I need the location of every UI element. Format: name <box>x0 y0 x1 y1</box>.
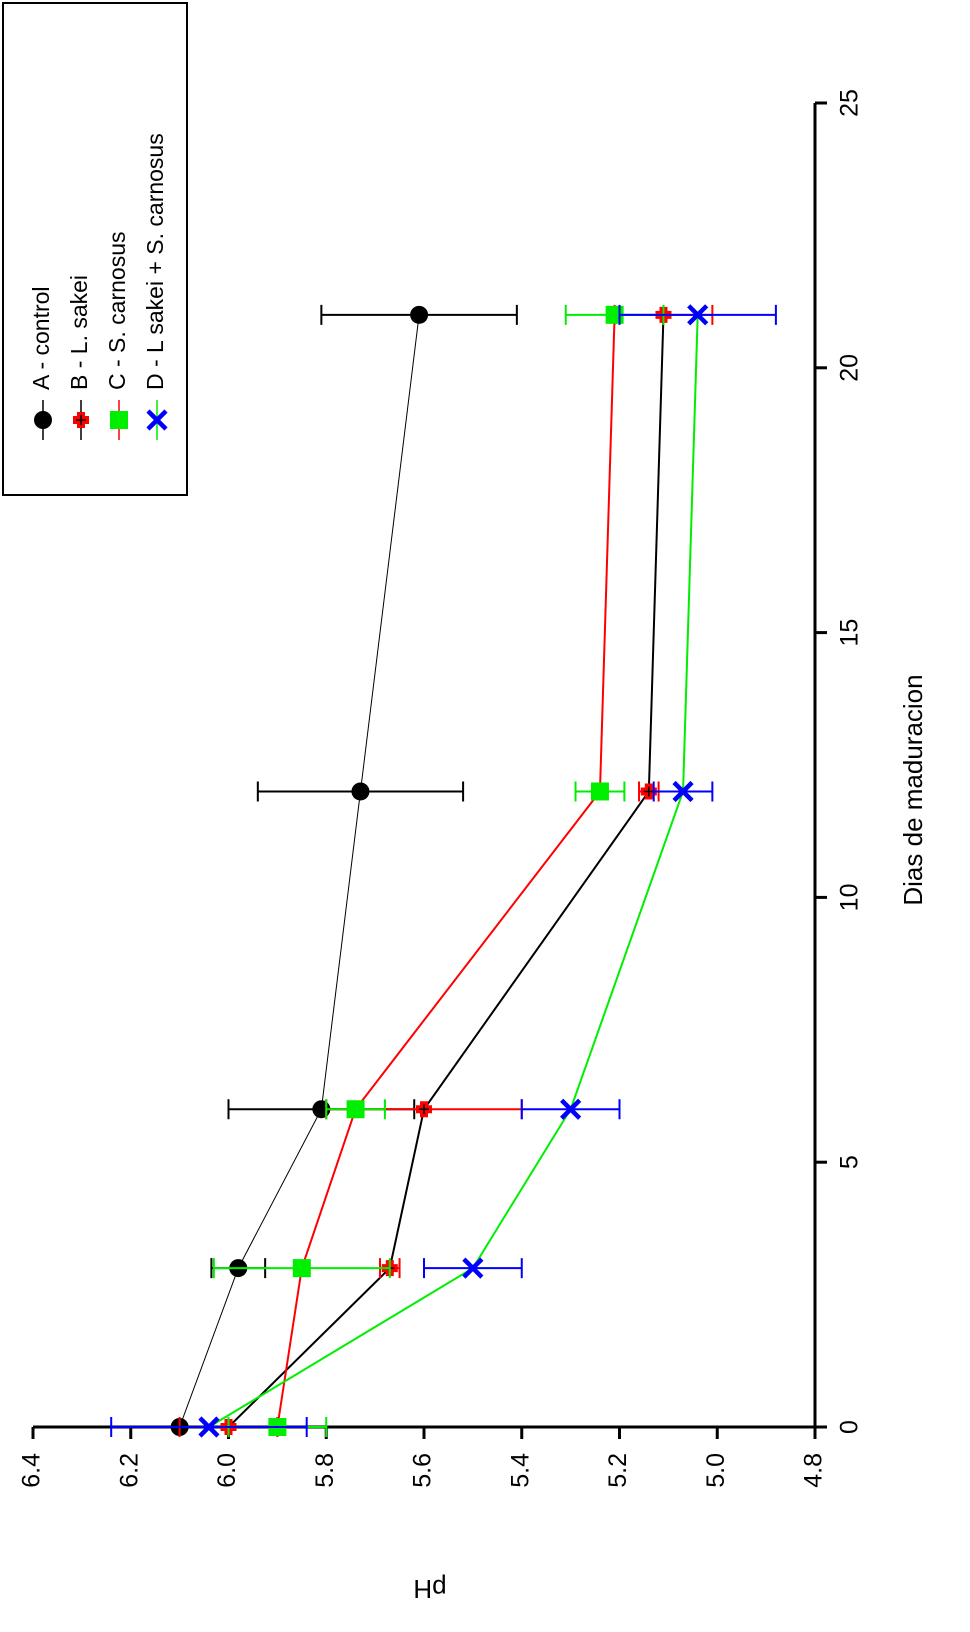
marker <box>672 780 694 803</box>
legend-label: D - L sakei + S. carnosus <box>142 133 168 390</box>
marker <box>410 305 429 324</box>
legend-label: C - S. carnosus <box>104 232 130 391</box>
marker-cross <box>76 415 86 425</box>
y-tick-label: 5.8 <box>311 1453 339 1488</box>
marker <box>346 1100 365 1119</box>
x-axis-title: Dias de maduracion <box>898 674 928 905</box>
legend-marker <box>34 411 52 429</box>
x-tick-label: 20 <box>836 354 864 382</box>
marker <box>351 782 370 801</box>
marker <box>198 1416 220 1438</box>
legend-marker <box>146 409 168 431</box>
series-line <box>208 314 699 1428</box>
marker <box>292 1259 311 1278</box>
legend-label: A - control <box>28 286 54 390</box>
marker <box>590 782 609 801</box>
y-tick-label: 6.4 <box>18 1453 46 1488</box>
y-tick-label: 5.4 <box>506 1453 534 1488</box>
marker-cross <box>643 786 654 797</box>
marker-cross <box>419 1104 429 1115</box>
marker <box>462 1257 484 1279</box>
y-tick-label: 5.0 <box>702 1453 730 1488</box>
marker <box>560 1098 582 1120</box>
x-tick-label: 10 <box>836 883 864 911</box>
x-tick-label: 0 <box>836 1420 864 1434</box>
legend-label: B - L. sakei <box>66 275 92 390</box>
legend-box <box>2 2 188 496</box>
x-tick-label: 15 <box>836 619 864 647</box>
x-tick-label: 25 <box>836 89 864 117</box>
y-tick-label: 4.8 <box>800 1453 828 1488</box>
series-line <box>276 314 616 1428</box>
rotated-plot: Dias de maduracion pH 4.8 5.0 5.2 5.4 5.6 5.8… <box>2 2 928 1604</box>
y-axis-title: pH <box>413 1574 446 1604</box>
x-tick-label: 5 <box>836 1155 864 1169</box>
y-tick-label: 6.2 <box>115 1453 143 1488</box>
y-tick-label: 5.2 <box>604 1453 632 1488</box>
y-tick-label: 5.6 <box>409 1453 437 1488</box>
legend-marker <box>110 411 128 429</box>
marker <box>687 304 709 326</box>
y-tick-label: 6.0 <box>213 1453 241 1488</box>
